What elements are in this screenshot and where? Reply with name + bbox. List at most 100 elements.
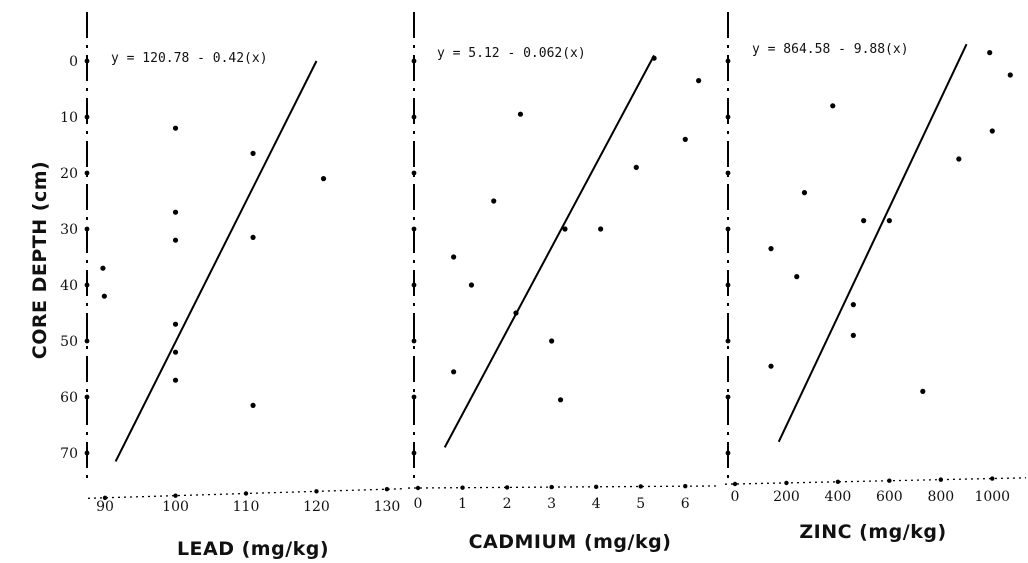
data-point (101, 293, 107, 299)
data-point (172, 237, 179, 243)
regression-line (443, 54, 655, 448)
data-point (451, 369, 457, 375)
y-tick-mark (725, 170, 731, 176)
y-tick-mark (84, 394, 90, 400)
data-point (250, 234, 256, 240)
x-tick-label: 200 (773, 489, 800, 505)
data-point (886, 218, 892, 224)
data-point (830, 103, 836, 109)
y-tick-mark (725, 282, 731, 288)
x-tick-mark (683, 483, 688, 489)
regression-equation: y = 5.12 - 0.062(x) (437, 46, 586, 61)
data-point (794, 274, 800, 280)
x-tick-mark (549, 484, 554, 490)
x-tick-label: 110 (233, 499, 260, 515)
data-point (768, 363, 774, 369)
y-axis-title: CORE DEPTH (cm) (29, 161, 51, 359)
data-point (768, 246, 774, 252)
x-tick-mark (732, 481, 738, 487)
x-tick-mark (243, 491, 249, 496)
y-tick-mark (84, 58, 90, 64)
x-axis-line (407, 485, 721, 489)
y-tick-label: 20 (60, 166, 78, 182)
y-tick-labels: 0 10 20 30 40 50 60 70 (60, 54, 78, 462)
data-point (850, 302, 856, 308)
data-point (320, 176, 327, 182)
x-tick-mark (314, 489, 319, 494)
y-tick-mark (84, 338, 90, 344)
regression-equation: y = 864.58 - 9.88(x) (752, 42, 909, 57)
x-tick-label: 1 (458, 496, 467, 512)
data-point (513, 310, 519, 316)
data-point (633, 164, 639, 170)
x-tick-label: 100 (162, 499, 189, 515)
regression-line (777, 43, 968, 443)
data-point (956, 156, 962, 162)
x-tick-label: 3 (547, 496, 556, 512)
data-point (172, 125, 179, 131)
zinc-panel: 0 200 400 600 800 1000 y = 864.58 - 9.88(x) ZIN… (724, 12, 1027, 543)
y-tick-mark (84, 226, 90, 232)
y-tick-label: 30 (60, 222, 78, 238)
y-tick-mark (725, 114, 731, 120)
x-tick-mark (102, 495, 108, 500)
data-point (598, 226, 604, 232)
y-tick-label: 10 (60, 110, 78, 126)
data-point (250, 150, 256, 156)
data-point (562, 226, 568, 232)
x-tick-label: 90 (96, 499, 114, 515)
data-point (451, 254, 457, 260)
x-tick-label: 120 (303, 499, 330, 515)
x-axis-line (724, 477, 1027, 485)
y-tick-mark (411, 450, 417, 456)
y-tick-mark (411, 114, 417, 120)
x-tick-mark (504, 485, 510, 490)
x-tick-label: 0 (731, 489, 740, 505)
y-tick-mark (411, 226, 417, 232)
data-point (172, 321, 179, 327)
x-axis-title: CADMIUM (mg/kg) (469, 531, 672, 553)
y-tick-mark (411, 58, 417, 64)
data-point (651, 55, 657, 61)
data-point (801, 190, 808, 196)
data-point (172, 349, 179, 355)
x-tick-label: 800 (927, 489, 954, 505)
x-tick-label: 1000 (974, 489, 1010, 505)
data-point (172, 377, 179, 383)
data-point (696, 78, 702, 84)
y-tick-mark (411, 170, 417, 176)
x-tick-mark (784, 480, 789, 486)
x-tick-mark (990, 476, 995, 481)
x-tick-label: 4 (592, 496, 601, 512)
x-tick-mark (593, 484, 599, 489)
data-point (100, 265, 106, 271)
x-tick-mark (173, 493, 178, 498)
data-point (557, 397, 564, 403)
x-tick-mark (384, 487, 390, 492)
lead-panel: 90 100 110 120 130 y = 120.78 - 0.42(x) LEAD (… (84, 12, 403, 560)
y-tick-mark (725, 338, 731, 344)
x-tick-mark (460, 485, 465, 490)
y-tick-mark (84, 282, 90, 288)
data-point (861, 218, 867, 224)
x-tick-label: 5 (636, 496, 645, 512)
x-tick-label: 600 (876, 489, 903, 505)
data-point (549, 338, 555, 344)
y-tick-mark (725, 226, 731, 232)
x-tick-mark (638, 484, 643, 489)
x-tick-label: 400 (825, 489, 852, 505)
x-tick-mark (938, 477, 944, 482)
y-tick-mark (84, 450, 90, 456)
y-tick-mark (411, 282, 417, 288)
y-tick-mark (411, 338, 417, 344)
y-tick-label: 50 (60, 334, 78, 350)
data-point (172, 209, 179, 215)
x-tick-mark (887, 478, 892, 483)
x-tick-label: 130 (374, 499, 401, 515)
y-tick-mark (725, 450, 731, 456)
data-point (1007, 72, 1013, 78)
data-point (920, 388, 926, 394)
x-tick-mark (835, 479, 841, 485)
y-tick-label: 40 (60, 278, 78, 294)
